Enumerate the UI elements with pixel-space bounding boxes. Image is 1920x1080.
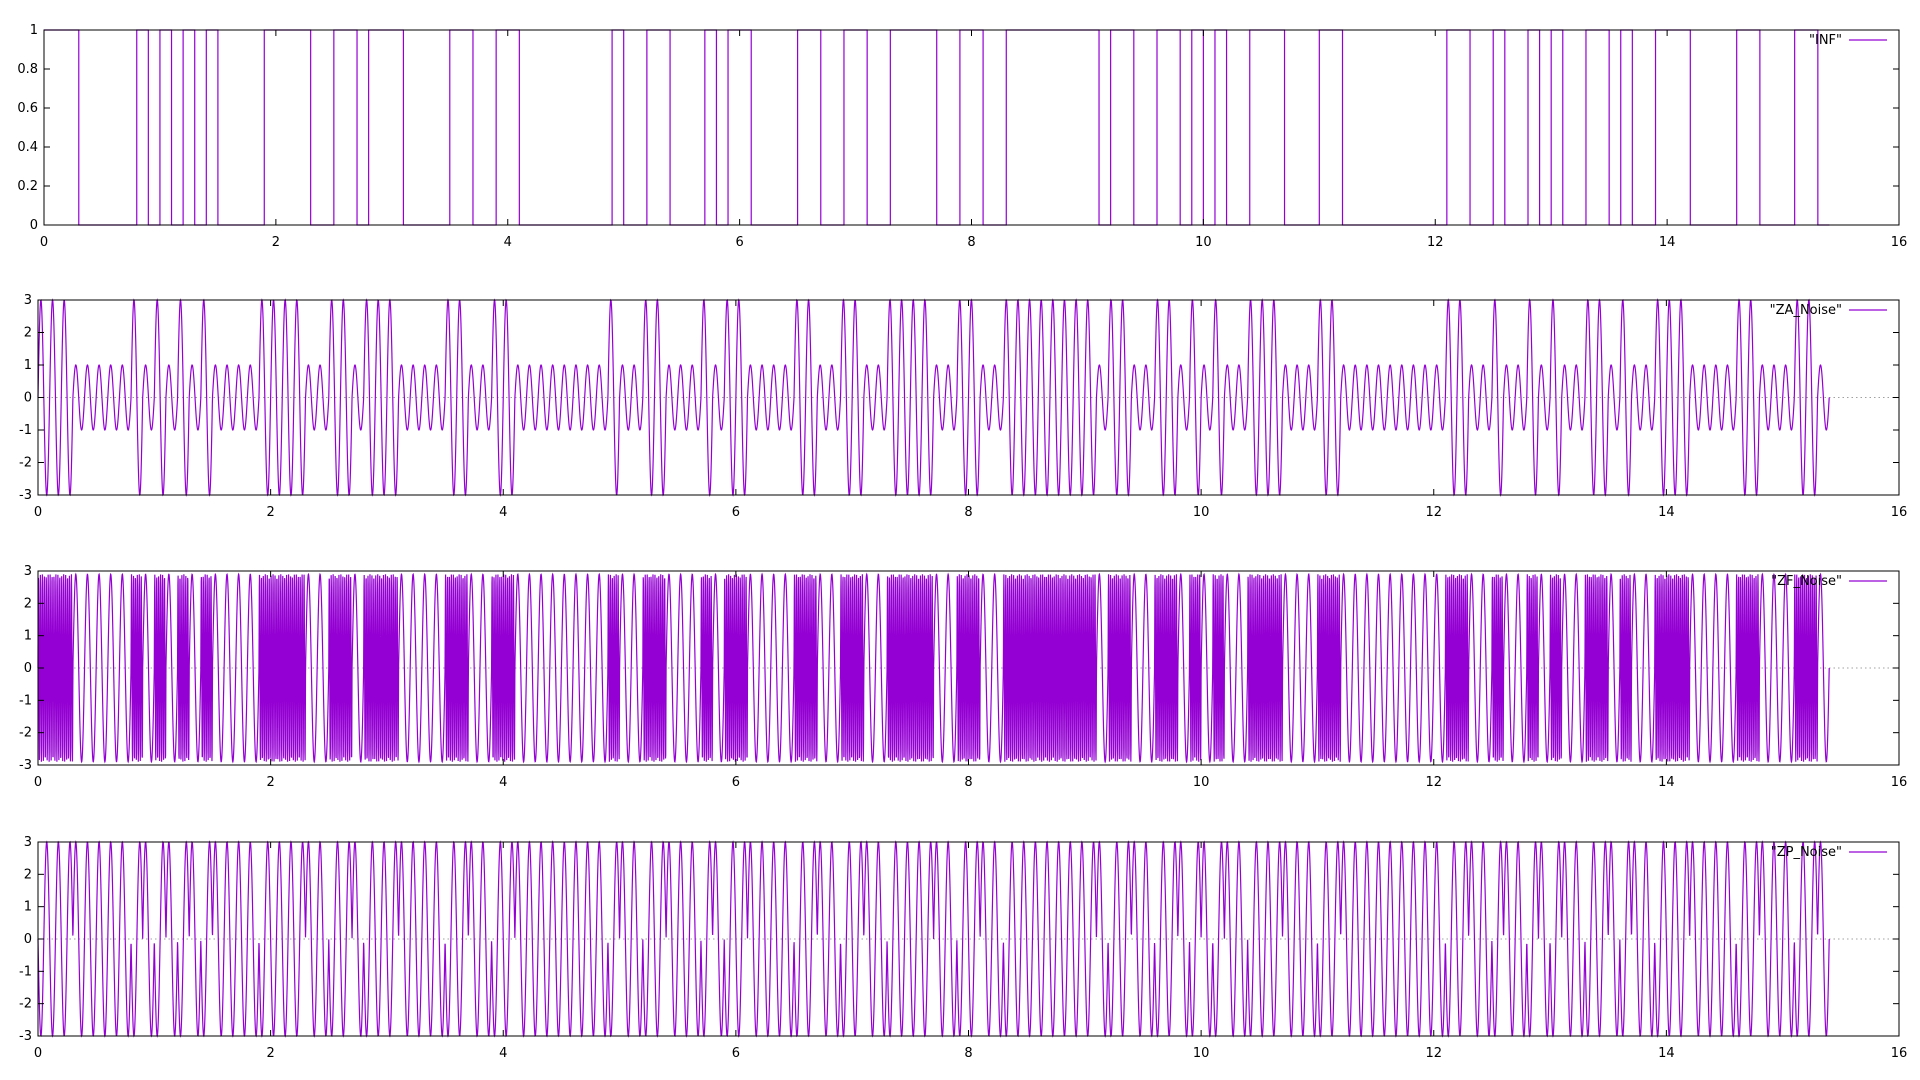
panel-3-x-tick-label: 0 bbox=[34, 1046, 42, 1061]
panel-0-legend-label: "INF" bbox=[1809, 33, 1842, 48]
panel-1-y-tick-label: 1 bbox=[24, 358, 32, 373]
panel-1-x-tick-label: 6 bbox=[732, 505, 740, 520]
panel-0-y-tick-label: 0.6 bbox=[17, 101, 38, 116]
panel-3-x-tick-label: 2 bbox=[266, 1046, 274, 1061]
panel-0-y-tick-label: 1 bbox=[30, 23, 38, 38]
panel-0-y-tick-label: 0.4 bbox=[17, 140, 38, 155]
panel-0-x-tick-label: 8 bbox=[967, 235, 975, 250]
panel-2-y-tick-label: -1 bbox=[19, 693, 32, 708]
panel-3-y-tick-label: 0 bbox=[24, 932, 32, 947]
panel-1-y-tick-label: 0 bbox=[24, 391, 32, 406]
panel-1-x-tick-label: 12 bbox=[1425, 505, 1442, 520]
panel-2-x-tick-label: 10 bbox=[1193, 775, 1210, 790]
panel-3-x-tick-label: 10 bbox=[1193, 1046, 1210, 1061]
panel-1-x-tick-label: 2 bbox=[266, 505, 274, 520]
panel-3-x-tick-label: 4 bbox=[499, 1046, 507, 1061]
panel-0-x-tick-label: 4 bbox=[504, 235, 512, 250]
panel-3-x-tick-label: 12 bbox=[1425, 1046, 1442, 1061]
panel-1-x-tick-label: 4 bbox=[499, 505, 507, 520]
panel-0-x-tick-label: 2 bbox=[272, 235, 280, 250]
panel-1-y-tick-label: -2 bbox=[19, 456, 32, 471]
panel-3-y-tick-label: 2 bbox=[24, 867, 32, 882]
panel-2-x-tick-label: 2 bbox=[266, 775, 274, 790]
panel-1-x-tick-label: 10 bbox=[1193, 505, 1210, 520]
panel-2-x-tick-label: 6 bbox=[732, 775, 740, 790]
panel-2-x-tick-label: 0 bbox=[34, 775, 42, 790]
panel-0-x-tick-label: 16 bbox=[1891, 235, 1908, 250]
panel-2-y-tick-label: 3 bbox=[24, 564, 32, 579]
panel-3-y-tick-label: -3 bbox=[19, 1029, 32, 1044]
panel-2-y-tick-label: 0 bbox=[24, 661, 32, 676]
panel-3-y-tick-label: -2 bbox=[19, 997, 32, 1012]
panel-3-y-tick-label: 1 bbox=[24, 900, 32, 915]
panel-2-legend-label: "ZF_Noise" bbox=[1771, 574, 1842, 589]
panel-1-y-tick-label: 2 bbox=[24, 326, 32, 341]
panel-3-x-tick-label: 6 bbox=[732, 1046, 740, 1061]
panel-3-legend-label: "ZP_Noise" bbox=[1771, 845, 1842, 860]
panel-2-x-tick-label: 8 bbox=[964, 775, 972, 790]
panel-2-y-tick-label: 2 bbox=[24, 596, 32, 611]
panel-1-x-tick-label: 16 bbox=[1891, 505, 1908, 520]
panel-1-x-tick-label: 0 bbox=[34, 505, 42, 520]
inf-panel: 0 2 4 6 8 10 12 14 16 0 0.2 0.4 0.6 0.8 1 "INF" bbox=[17, 23, 1907, 250]
panel-3-y-tick-label: -1 bbox=[19, 964, 32, 979]
panel-0-series-line bbox=[44, 29, 1830, 226]
panel-0-x-tick-label: 12 bbox=[1427, 235, 1444, 250]
panel-1-x-tick-label: 8 bbox=[964, 505, 972, 520]
panel-1-series-line bbox=[37, 298, 1830, 497]
panel-0-x-tick-label: 10 bbox=[1195, 235, 1212, 250]
panel-1-x-tick-label: 14 bbox=[1658, 505, 1675, 520]
panel-1-y-tick-label: -1 bbox=[19, 423, 32, 438]
panel-0-y-tick-label: 0.8 bbox=[17, 62, 38, 77]
panel-1-legend-label: "ZA_Noise" bbox=[1770, 303, 1842, 318]
panel-2-y-tick-label: -2 bbox=[19, 726, 32, 741]
panel-2-x-tick-label: 12 bbox=[1425, 775, 1442, 790]
panel-0-x-tick-label: 0 bbox=[40, 235, 48, 250]
panel-1-y-tick-label: 3 bbox=[24, 293, 32, 308]
panel-2-x-tick-label: 4 bbox=[499, 775, 507, 790]
panel-1-y-tick-label: -3 bbox=[19, 488, 32, 503]
panel-3-y-tick-label: 3 bbox=[24, 835, 32, 850]
panel-0-y-tick-label: 0 bbox=[30, 218, 38, 233]
panel-2-series-line bbox=[37, 572, 1830, 764]
panel-0-y-tick-label: 0.2 bbox=[17, 179, 38, 194]
panel-3-x-tick-label: 16 bbox=[1891, 1046, 1908, 1061]
panel-2-y-tick-label: 1 bbox=[24, 629, 32, 644]
panel-2-x-tick-label: 16 bbox=[1891, 775, 1908, 790]
panel-0-x-tick-label: 6 bbox=[735, 235, 743, 250]
panel-0-x-tick-label: 14 bbox=[1659, 235, 1676, 250]
panel-3-series-line bbox=[37, 840, 1830, 1038]
panel-2-y-tick-label: -3 bbox=[19, 758, 32, 773]
panel-3-x-tick-label: 8 bbox=[964, 1046, 972, 1061]
panel-3-x-tick-label: 14 bbox=[1658, 1046, 1675, 1061]
panel-2-x-tick-label: 14 bbox=[1658, 775, 1675, 790]
